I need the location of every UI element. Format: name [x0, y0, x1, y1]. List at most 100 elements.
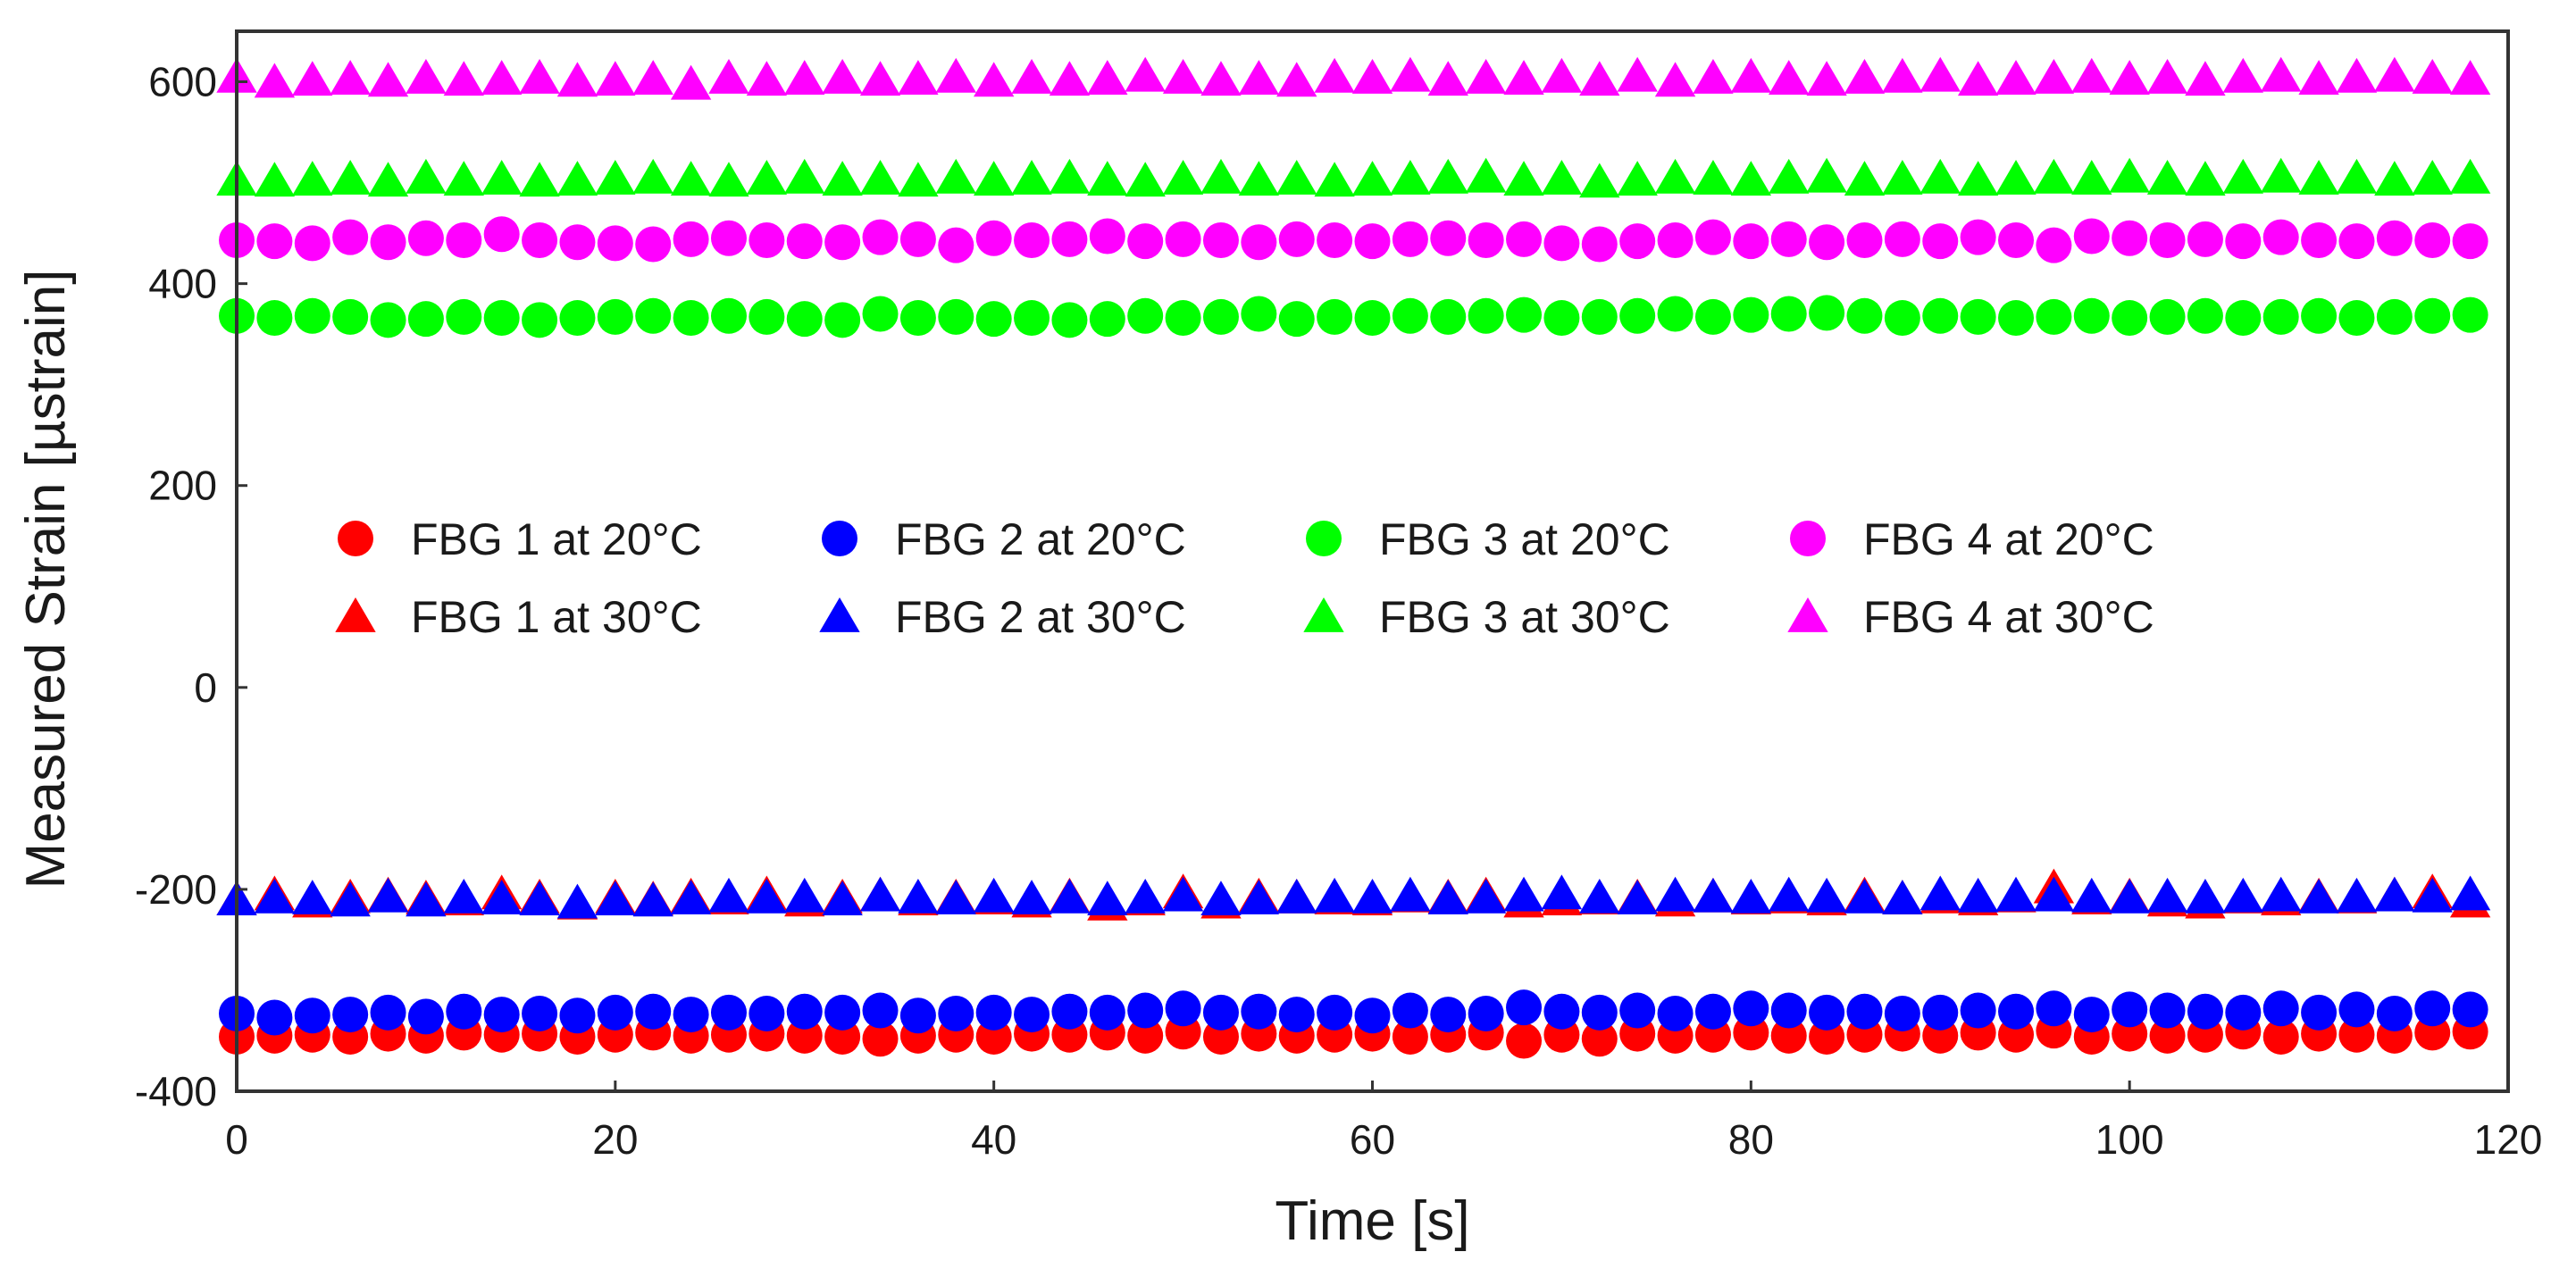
- series-3-point: [370, 994, 406, 1031]
- series-1-point: [1506, 1022, 1543, 1059]
- series-3-point: [446, 993, 482, 1030]
- series-7-point: [559, 224, 596, 261]
- series-4-triangle-point: [1351, 878, 1393, 914]
- series-3-point: [1014, 997, 1050, 1033]
- series-8-triangle-point: [935, 57, 976, 93]
- series-5-point: [1278, 301, 1315, 338]
- series-6-triangle-point: [632, 158, 673, 194]
- series-6-triangle-point: [1125, 162, 1166, 197]
- series-6-triangle-point: [2146, 160, 2188, 195]
- legend-marker: [1306, 521, 1342, 556]
- series-5-point: [1468, 297, 1504, 334]
- series-5-point: [1392, 297, 1428, 334]
- series-5-point: [1089, 301, 1125, 338]
- series-8-triangle-point: [1011, 59, 1052, 94]
- series-6-triangle-point: [2071, 160, 2112, 195]
- series-6-triangle-point: [1806, 157, 1847, 193]
- series-5-point: [332, 298, 369, 335]
- series-6-triangle-point: [1276, 160, 1317, 195]
- series-6: [216, 157, 2491, 198]
- series-6-triangle-point: [595, 160, 636, 195]
- series-4-triangle-point: [2033, 876, 2075, 912]
- series-8-triangle-point: [708, 59, 749, 94]
- series-8-triangle-point: [1427, 61, 1468, 96]
- series-5-point: [1694, 298, 1731, 335]
- legend-label: FBG 4 at 20°C: [1863, 514, 2154, 564]
- legend-marker: [335, 597, 376, 632]
- series-3-point: [1241, 993, 1277, 1030]
- series-6-triangle-point: [1011, 160, 1052, 195]
- series-5-point: [1733, 296, 1769, 333]
- series-6-triangle-point: [935, 158, 976, 194]
- series-7-point: [256, 223, 293, 260]
- series-5-point: [1127, 297, 1164, 334]
- series-3-point: [522, 995, 558, 1031]
- series-6-triangle-point: [443, 161, 484, 196]
- series-4-triangle-point: [1427, 880, 1468, 914]
- series-7-point: [1202, 222, 1239, 259]
- series-3-point: [899, 997, 936, 1034]
- series-6-triangle-point: [670, 161, 712, 196]
- series-4-triangle-point: [481, 880, 523, 914]
- series-6-triangle-point: [1730, 161, 1772, 196]
- series-4-triangle-point: [898, 878, 939, 914]
- series-7-point: [1543, 225, 1580, 262]
- series-3-point: [294, 997, 330, 1034]
- series-8-triangle-point: [1995, 60, 2037, 95]
- series-5-point: [2112, 300, 2148, 337]
- series-6-triangle-point: [746, 160, 788, 195]
- series-8-triangle-point: [2261, 56, 2302, 92]
- series-6-triangle-point: [406, 158, 447, 194]
- series-6-triangle-point: [1351, 161, 1393, 196]
- series-3-point: [2036, 990, 2072, 1027]
- series-5-point: [597, 298, 633, 335]
- series-3-point: [407, 998, 444, 1035]
- series-6-triangle-point: [2261, 157, 2302, 193]
- series-4-triangle-point: [292, 880, 333, 914]
- series-7-point: [1884, 221, 1920, 257]
- series-7-point: [2301, 222, 2338, 259]
- series-8-triangle-point: [859, 61, 901, 96]
- series-7-point: [1998, 222, 2035, 259]
- series-8-triangle-point: [556, 62, 598, 97]
- series-3-point: [597, 994, 633, 1031]
- series-5-point: [2073, 297, 2110, 334]
- series-4-triangle-point: [1276, 878, 1317, 914]
- series-5-point: [710, 297, 747, 334]
- series-7-point: [673, 221, 709, 257]
- series-7-point: [1657, 222, 1694, 259]
- series-4-triangle-point: [859, 876, 901, 912]
- series-4-triangle-point: [1769, 876, 1810, 912]
- series-8-triangle-point: [822, 59, 863, 94]
- series-3-point: [1089, 994, 1125, 1031]
- y-tick-label: 200: [148, 463, 217, 509]
- series-8-triangle-point: [1503, 60, 1544, 95]
- series-7-point: [294, 225, 330, 262]
- series-6-triangle-point: [898, 162, 939, 197]
- series-3-point: [1619, 992, 1656, 1029]
- y-tick-label: -200: [135, 866, 217, 913]
- series-4-triangle-point: [1390, 876, 1431, 912]
- series-8-triangle-point: [898, 60, 939, 95]
- series-6-triangle-point: [2222, 158, 2263, 194]
- series-7-point: [522, 222, 558, 259]
- series-7-point: [824, 224, 861, 261]
- series-7-point: [1581, 226, 1618, 263]
- series-6-triangle-point: [556, 161, 598, 196]
- series-7-point: [635, 226, 672, 263]
- series-3-point: [1127, 992, 1164, 1029]
- series-4-triangle-point: [519, 881, 560, 916]
- series-4-triangle-point: [1844, 878, 1886, 914]
- series-3-point: [975, 994, 1012, 1031]
- series-7-point: [2338, 223, 2375, 260]
- series-3-point: [1430, 997, 1467, 1033]
- series-3-point: [1543, 993, 1580, 1030]
- series-4-triangle-point: [1882, 880, 1923, 914]
- x-tick-label: 0: [225, 1116, 248, 1163]
- series-8-triangle-point: [367, 62, 409, 97]
- series-6-triangle-point: [1390, 160, 1431, 195]
- series-7-point: [1127, 223, 1164, 260]
- series-5-point: [2225, 300, 2262, 337]
- y-axis-title: Measured Strain [µstrain]: [15, 270, 77, 889]
- series-6-triangle-point: [973, 161, 1015, 196]
